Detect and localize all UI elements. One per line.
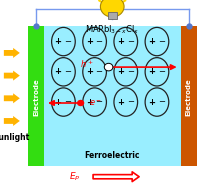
Text: +: + bbox=[117, 98, 124, 107]
Text: −: − bbox=[127, 98, 134, 107]
Text: +: + bbox=[86, 98, 93, 107]
Circle shape bbox=[104, 63, 113, 71]
Circle shape bbox=[77, 100, 84, 106]
Text: +: + bbox=[148, 67, 155, 76]
Text: +: + bbox=[55, 67, 62, 76]
Text: Sunlight: Sunlight bbox=[0, 133, 30, 143]
Text: $h^+$: $h^+$ bbox=[80, 59, 94, 70]
Text: −: − bbox=[158, 98, 165, 107]
Text: +: + bbox=[55, 37, 62, 46]
Text: −: − bbox=[127, 67, 134, 76]
Text: MAPbI$_{3-x}$Cl$_x$: MAPbI$_{3-x}$Cl$_x$ bbox=[85, 23, 139, 36]
Text: −: − bbox=[158, 67, 165, 76]
Bar bbox=[44, 26, 181, 166]
Text: +: + bbox=[148, 37, 155, 46]
Text: −: − bbox=[127, 37, 134, 46]
Text: +: + bbox=[117, 37, 124, 46]
Text: Ferroelectric: Ferroelectric bbox=[84, 151, 140, 160]
Bar bbox=[108, 12, 117, 19]
Text: −: − bbox=[158, 37, 165, 46]
Text: +: + bbox=[117, 67, 124, 76]
Text: Electrode: Electrode bbox=[186, 78, 192, 116]
Text: −: − bbox=[64, 67, 71, 76]
Text: +: + bbox=[86, 67, 93, 76]
Text: +: + bbox=[148, 98, 155, 107]
Bar bbox=[181, 26, 197, 166]
Bar bbox=[28, 26, 44, 166]
Text: Electrode: Electrode bbox=[33, 78, 39, 116]
Text: −: − bbox=[96, 98, 103, 107]
Text: +: + bbox=[86, 37, 93, 46]
Text: −: − bbox=[96, 37, 103, 46]
Text: $E_P$: $E_P$ bbox=[69, 170, 81, 183]
Ellipse shape bbox=[100, 0, 124, 17]
Text: $e^-$: $e^-$ bbox=[89, 98, 102, 108]
Text: −: − bbox=[96, 67, 103, 76]
Text: −: − bbox=[64, 37, 71, 46]
Text: +: + bbox=[55, 98, 62, 107]
Text: −: − bbox=[64, 98, 71, 107]
